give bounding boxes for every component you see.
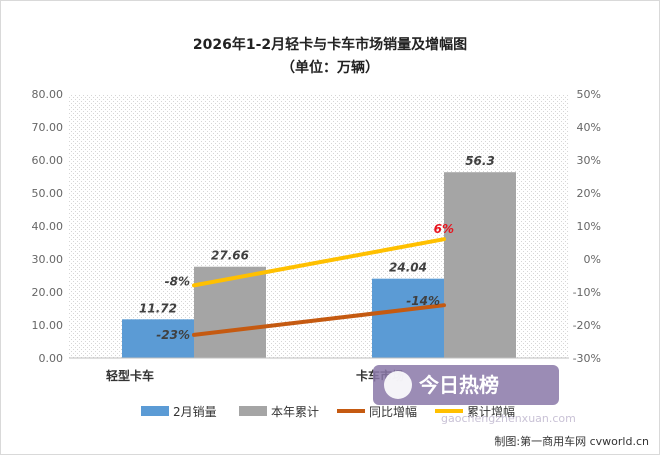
bar-value-label: 11.72 [139,301,177,315]
bar [122,319,194,358]
line-value-label: -14% [406,294,440,308]
bar-value-label: 24.04 [389,261,427,275]
left-tick-label: 70.00 [32,121,64,134]
right-tick-label: 10% [577,220,601,233]
watermark-url: gaochengzhenxuan.com [441,412,576,425]
right-tick-label: -30% [573,352,601,365]
legend-label: 本年累计 [271,405,319,419]
left-tick-label: 40.00 [32,220,64,233]
right-tick-label: 40% [577,121,601,134]
legend-swatch [141,406,169,416]
bar [444,172,516,358]
right-tick-label: -10% [573,286,601,299]
bar-series [122,172,516,358]
data-labels: 11.72 24.04 27.66 56.3 -23% -14% -8% 6% [139,154,495,342]
left-tick-label: 10.00 [32,319,64,332]
category-label: 轻型卡车 [106,368,154,383]
watermark-logo: 今日热榜 gaochengzhenxuan.com [373,365,576,425]
right-tick-label: 30% [577,154,601,167]
left-tick-label: 30.00 [32,253,64,266]
chart-credit: 制图:第一商用车网 cvworld.cn [494,434,649,448]
left-tick-label: 0.00 [39,352,64,365]
watermark-name: 今日热榜 [419,373,499,397]
right-tick-label: 20% [577,187,601,200]
bar [372,278,444,358]
left-tick-label: 20.00 [32,286,64,299]
line-value-label: 6% [434,222,454,236]
line-value-label: -23% [156,328,190,342]
left-tick-label: 80.00 [32,88,64,101]
legend-label: 累计增幅 [467,404,515,419]
right-tick-label: -20% [573,319,601,332]
series-line [192,237,446,288]
chart-subtitle: （单位：万辆） [281,59,379,76]
legend: 2月销量 本年累计 同比增幅 累计增幅 [141,404,515,419]
category-labels: 轻型卡车卡车市场 [106,368,404,383]
legend-swatch [239,406,267,416]
left-axis: 0.00 10.00 20.00 30.00 40.00 50.00 60.00 70.00 8… [32,88,64,365]
bar-value-label: 56.3 [465,154,495,168]
legend-label: 同比增幅 [369,404,417,419]
bar-value-label: 27.66 [211,249,249,263]
line-value-label: -8% [165,274,190,288]
right-tick-label: 0% [584,253,601,266]
line-series [192,237,446,337]
chart-title: 2026年1-2月轻卡与卡车市场销量及增幅图 [193,36,467,53]
left-tick-label: 50.00 [32,187,64,200]
left-tick-label: 60.00 [32,154,64,167]
right-tick-label: 50% [577,88,601,101]
right-axis: -30% -20% -10% 0% 10% 20% 30% 40% 50% [573,88,601,365]
series-line [192,303,446,337]
legend-label: 2月销量 [173,405,217,419]
